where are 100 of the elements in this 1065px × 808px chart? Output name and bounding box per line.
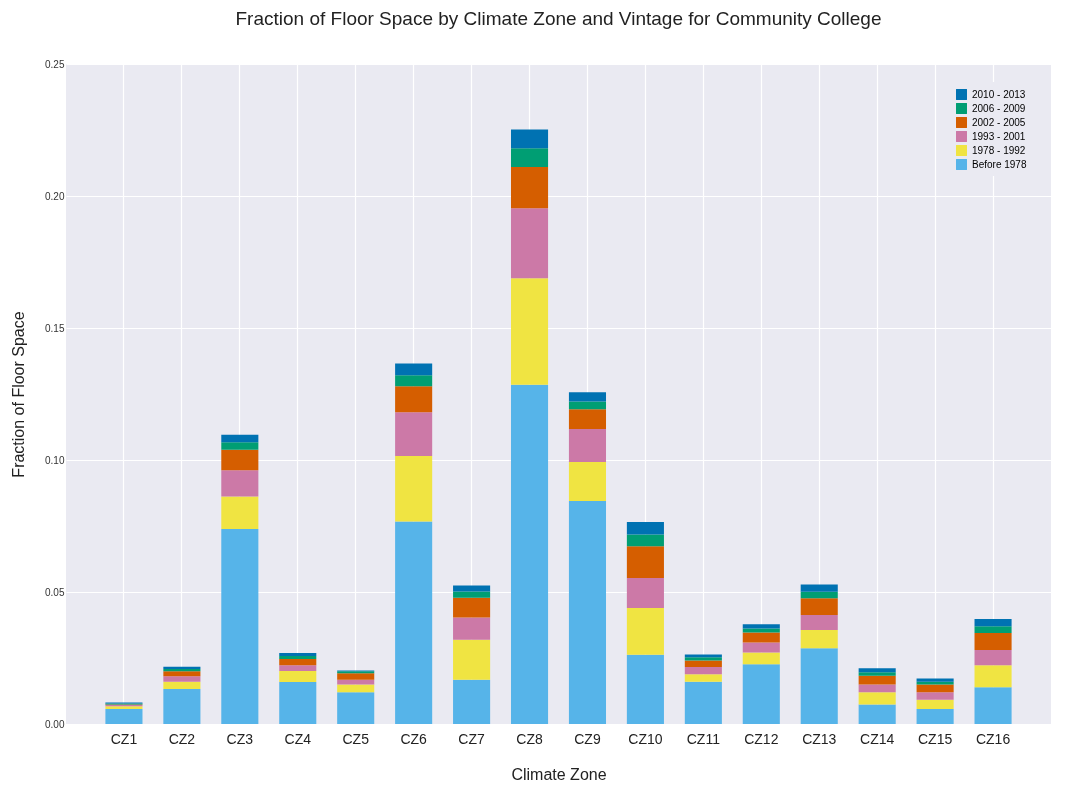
bar [279, 682, 317, 724]
bar [105, 708, 143, 724]
bar [858, 704, 896, 724]
bar [337, 692, 375, 724]
y-tick-label: 0.20 [45, 190, 65, 202]
bar [568, 401, 607, 410]
bar [626, 608, 664, 655]
bar [916, 699, 954, 709]
legend-label: 2010 - 2013 [972, 88, 1026, 100]
bar [163, 676, 201, 682]
bar [221, 528, 259, 724]
x-tick-label: CZ3 [226, 730, 254, 747]
bar [684, 660, 722, 667]
y-tick-label: 0.00 [45, 718, 65, 730]
legend-label: 2006 - 2009 [972, 102, 1026, 114]
bar [742, 624, 780, 629]
bar [510, 278, 549, 385]
legend-label: 1978 - 1992 [972, 144, 1026, 156]
x-tick-label: CZ8 [516, 730, 543, 747]
bar [221, 449, 259, 471]
bar [510, 166, 549, 209]
bar [626, 534, 664, 547]
bar [395, 412, 433, 457]
bar [626, 522, 664, 535]
bar [453, 679, 491, 724]
bar [510, 208, 549, 279]
bar [974, 626, 1012, 633]
bar [800, 648, 838, 724]
bar [626, 546, 664, 579]
bar [858, 675, 896, 685]
bar [684, 681, 722, 724]
x-tick-label: CZ6 [400, 730, 428, 747]
bar [395, 386, 433, 413]
bar [510, 384, 549, 724]
bar [974, 650, 1012, 666]
bar [974, 632, 1012, 651]
bar [974, 687, 1012, 724]
bar [742, 642, 780, 653]
bar [568, 409, 607, 430]
bar [916, 684, 954, 693]
bar [221, 434, 259, 443]
bar [395, 375, 433, 387]
bar [279, 659, 317, 666]
bar [337, 684, 375, 693]
bar [453, 617, 491, 640]
bar [974, 618, 1012, 627]
bar [858, 684, 896, 693]
y-tick-label: 0.15 [45, 322, 65, 334]
legend-label: 1993 - 2001 [972, 130, 1026, 142]
bar [395, 363, 433, 376]
bar [742, 652, 780, 665]
bar [453, 591, 491, 598]
bar [221, 470, 259, 497]
bar [221, 442, 259, 450]
bar [337, 673, 375, 680]
bar [568, 500, 607, 724]
bar [800, 614, 838, 631]
x-axis-title: Climate Zone [511, 765, 607, 783]
bar [279, 670, 317, 683]
x-tick-label: CZ1 [110, 730, 138, 747]
bar [221, 496, 259, 529]
bar [858, 668, 896, 673]
bar [568, 462, 607, 501]
bar [742, 628, 780, 633]
y-tick-label: 0.05 [45, 586, 65, 598]
bar [858, 692, 896, 705]
legend-label: Before 1978 [972, 158, 1027, 170]
bar [395, 521, 433, 724]
bar [974, 665, 1012, 688]
bar [800, 598, 838, 615]
bar [916, 708, 954, 724]
x-tick-label: CZ12 [744, 730, 779, 747]
bar [800, 584, 838, 592]
bar [684, 666, 722, 675]
bar [453, 597, 491, 618]
legend-label: 2002 - 2005 [972, 116, 1026, 128]
bar [800, 630, 838, 649]
x-tick-label: CZ2 [168, 730, 196, 747]
bar [510, 148, 549, 167]
bar [626, 654, 664, 724]
bar [800, 591, 838, 599]
bar [279, 652, 317, 656]
x-tick-label: CZ16 [975, 730, 1011, 747]
y-tick-label: 0.25 [45, 58, 65, 70]
x-tick-label: CZ5 [342, 730, 370, 747]
bar [279, 655, 317, 660]
bar [163, 681, 201, 689]
bar [916, 692, 954, 700]
x-tick-label: CZ7 [458, 730, 486, 747]
bar [510, 129, 549, 149]
bar [395, 456, 433, 522]
x-tick-label: CZ15 [918, 730, 953, 747]
x-tick-label: CZ13 [802, 730, 837, 747]
x-tick-label: CZ9 [574, 730, 601, 747]
bar [163, 671, 201, 677]
bar [568, 392, 607, 402]
y-tick-label: 0.10 [45, 454, 65, 466]
bar [684, 674, 722, 682]
bar [453, 585, 491, 592]
chart-title: Fraction of Floor Space by Climate Zone and Vintage for Community College [235, 8, 882, 29]
